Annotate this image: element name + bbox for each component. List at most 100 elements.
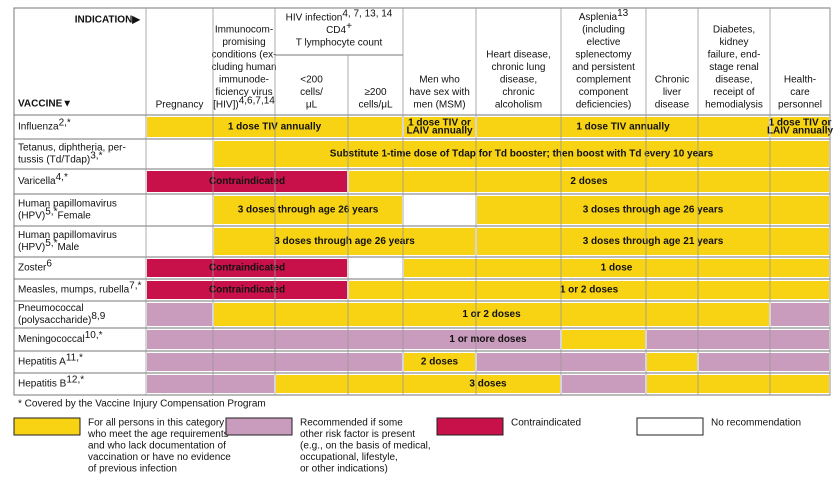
superscript: 5,*: [45, 238, 57, 249]
segment-label: 2 doses: [570, 176, 608, 187]
segment: [771, 117, 829, 137]
superscript: 6: [46, 259, 52, 270]
label-text: <200: [300, 75, 323, 86]
legend-text: For all persons in this category: [88, 418, 224, 429]
label-text: stage renal: [709, 62, 758, 73]
superscript: 11,*: [66, 353, 83, 364]
segment-label: 1 dose TIV or: [769, 118, 832, 129]
segment: [562, 375, 645, 393]
row-bar-label: 1 or more doses: [449, 334, 527, 345]
label-text: chronic lung: [492, 62, 546, 73]
legend-text: Contraindicated: [511, 418, 581, 429]
label-text: Tetanus, diphtheria, per-: [18, 143, 126, 154]
segment: [276, 375, 560, 393]
label-text: Diabetes,: [713, 25, 755, 36]
label-text: care: [790, 87, 810, 98]
segment: [404, 259, 829, 277]
label-text: [HIV]): [213, 100, 239, 111]
label-text: HIV infection: [286, 13, 343, 24]
label-text: Human papillomavirus: [18, 199, 117, 210]
label-text: splenectomy: [575, 50, 631, 61]
superscript: 13: [617, 8, 629, 19]
label-text: Influenza: [18, 122, 59, 133]
label-text: Chronic: [655, 75, 689, 86]
segment-label: 1 or 2 doses: [462, 309, 521, 320]
superscript: 2,*: [59, 118, 71, 129]
label-text: Meningococcal: [18, 334, 85, 345]
segment: [147, 353, 402, 371]
superscript: 4,6,7,14: [239, 96, 276, 107]
footnote: * Covered by the Vaccine Injury Compensa…: [18, 399, 266, 410]
segment-label: 1 dose: [601, 263, 633, 274]
segment: [147, 171, 347, 192]
corner-bottom: VACCINE▼: [18, 99, 72, 110]
label-text: promising: [222, 37, 265, 48]
superscript: 10,*: [85, 330, 103, 341]
superscript: 7,*: [129, 281, 141, 292]
label-text: Pneumococcal: [18, 303, 84, 314]
label-text: μL: [306, 100, 318, 111]
superscript: 4,*: [56, 172, 68, 183]
label-text: CD4: [326, 25, 346, 36]
superscript: +: [346, 21, 352, 32]
legend-text: who meet the age requirements: [87, 429, 229, 440]
legend-swatch: [13, 417, 81, 436]
label-text: alcoholism: [495, 100, 542, 111]
label-text: Varicella: [18, 176, 56, 187]
segment: [349, 171, 829, 192]
label-text: Pregnancy: [156, 100, 204, 111]
segment-label: 2 doses: [421, 357, 459, 368]
legend-text: of previous infection: [88, 464, 177, 475]
legend-text: occupational, lifestyle,: [300, 452, 398, 463]
label-text: (HPV): [18, 242, 45, 253]
legend-swatch: [436, 417, 504, 436]
label-text: conditions (ex-: [211, 50, 276, 61]
label-text: T lymphocyte count: [296, 38, 383, 49]
label-text: disease,: [715, 75, 752, 86]
label-text: Human papillomavirus: [18, 230, 117, 241]
label-text: Hepatitis A: [18, 357, 66, 368]
segment-label: Substitute 1-time dose of Tdap for Td bo…: [330, 149, 714, 160]
segment-label: LAIV annually: [406, 126, 473, 137]
label-text: (polysaccharide): [18, 315, 91, 326]
segment: [147, 281, 347, 299]
label-text: (including: [582, 25, 625, 36]
segment-label: 3 doses through age 26 years: [274, 236, 415, 247]
label-text: Hepatitis B: [18, 379, 67, 390]
label-text: personnel: [778, 100, 822, 111]
legend-text: (e.g., on the basis of medical,: [300, 441, 431, 452]
label-text: receipt of: [713, 87, 754, 98]
corner-top: INDICATION▶: [75, 15, 142, 26]
row-bar-label: 3 doses: [469, 379, 507, 390]
segment: [214, 303, 769, 326]
segment: [647, 353, 697, 371]
segment-label: 3 doses through age 26 years: [238, 205, 379, 216]
legend-text: No recommendation: [711, 418, 801, 429]
segment: [147, 330, 560, 349]
segment: [647, 330, 829, 349]
label-text: disease: [655, 100, 690, 111]
label-text: cells/μL: [358, 100, 393, 111]
legend-text: or other indications): [300, 464, 388, 475]
label-text: Male: [57, 242, 79, 253]
legend-swatch: [225, 417, 293, 436]
label-text: immunode-: [219, 75, 269, 86]
label-text: Health-: [784, 75, 816, 86]
label-text: failure, end-: [708, 50, 761, 61]
label-text: liver: [663, 87, 682, 98]
segment: [349, 281, 829, 299]
label-text: ficiency virus: [215, 87, 272, 98]
label-text: cluding human: [211, 62, 276, 73]
segment: [214, 141, 829, 167]
label-text: Female: [57, 211, 91, 222]
segment: [699, 353, 829, 371]
label-text: cells/: [300, 87, 323, 98]
superscript: 3,*: [90, 151, 102, 162]
label-text: Men who: [419, 75, 460, 86]
label-text: Heart disease,: [486, 50, 550, 61]
label-text: have sex with: [409, 87, 470, 98]
segment-label: LAIV annually: [767, 126, 834, 137]
segment-label: Contraindicated: [209, 285, 285, 296]
legend-text: vaccination or have no evidence: [88, 452, 231, 463]
segment-label: 3 doses through age 26 years: [583, 205, 724, 216]
